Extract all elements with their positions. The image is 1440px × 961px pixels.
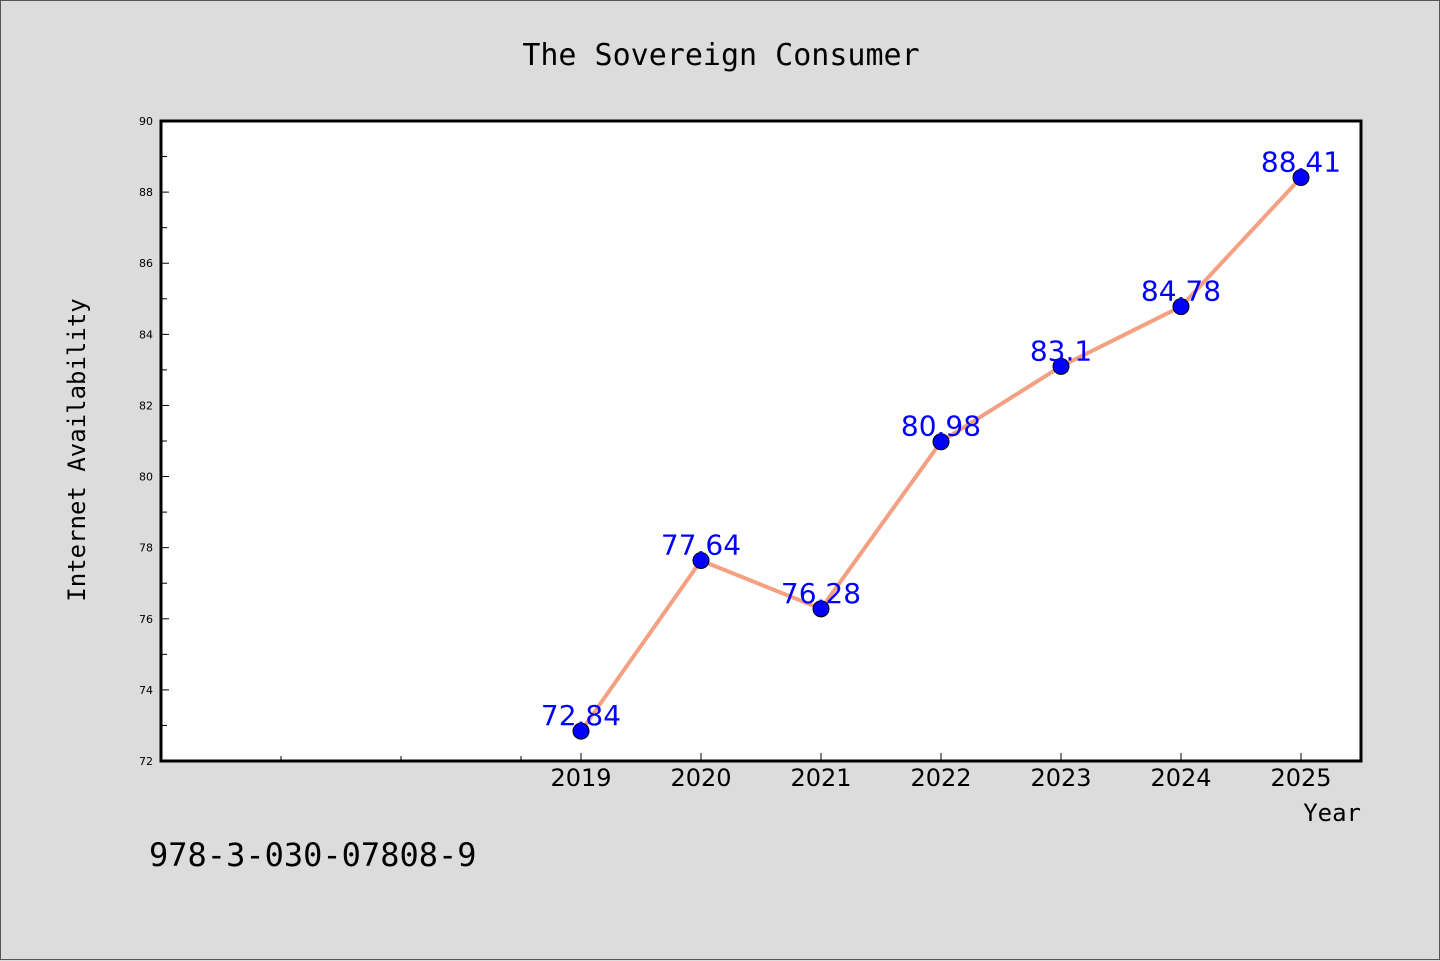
y-tick-label: 72: [139, 755, 153, 768]
x-axis-label: Year: [1303, 799, 1361, 827]
y-tick-label: 80: [139, 471, 153, 484]
footer-code: 978-3-030-07808-9: [149, 836, 477, 874]
x-tick-label: 2023: [1030, 764, 1091, 792]
x-axis-ticks: 2019 2020 2021 2022 2023 2024 2025: [160, 753, 1332, 792]
y-tick-label: 82: [139, 399, 153, 412]
x-tick-label: 2021: [790, 764, 851, 792]
data-point: [1292, 169, 1310, 187]
x-tick-label: 2022: [910, 764, 971, 792]
y-axis-label: Internet Availability: [63, 298, 91, 601]
x-tick-label: 2024: [1150, 764, 1211, 792]
x-tick-label: 2019: [550, 764, 611, 792]
data-label: 80.98: [901, 410, 981, 443]
data-point: [1172, 298, 1190, 316]
series-layer: 72.84 77.64 76.28 80.98 83.1 84.78 88.41: [541, 146, 1341, 740]
data-label: 76.28: [781, 577, 861, 610]
y-tick-label: 84: [139, 328, 153, 341]
x-tick-label: 2020: [670, 764, 731, 792]
y-tick-label: 78: [139, 542, 153, 555]
plot-border: [159, 119, 1363, 763]
data-label: 88.41: [1261, 146, 1341, 179]
y-axis-ticks: 72 74 76 78 80 82 84 86 88 90: [139, 115, 169, 768]
data-point: [812, 600, 830, 618]
data-label: 72.84: [541, 699, 621, 732]
y-tick-label: 74: [139, 684, 153, 697]
data-point: [932, 433, 950, 451]
chart-title: The Sovereign Consumer: [522, 38, 919, 73]
data-label: 84.78: [1141, 275, 1221, 308]
data-point: [572, 722, 590, 740]
y-tick-label: 90: [139, 115, 153, 128]
data-label: 83.1: [1030, 334, 1092, 367]
y-tick-label: 76: [139, 613, 153, 626]
data-point: [1052, 357, 1070, 375]
data-point: [692, 551, 710, 569]
data-label: 77.64: [661, 528, 741, 561]
y-tick-label: 88: [139, 186, 153, 199]
y-tick-label: 86: [139, 257, 153, 270]
plot-area: [161, 121, 1361, 761]
x-tick-label: 2025: [1270, 764, 1331, 792]
